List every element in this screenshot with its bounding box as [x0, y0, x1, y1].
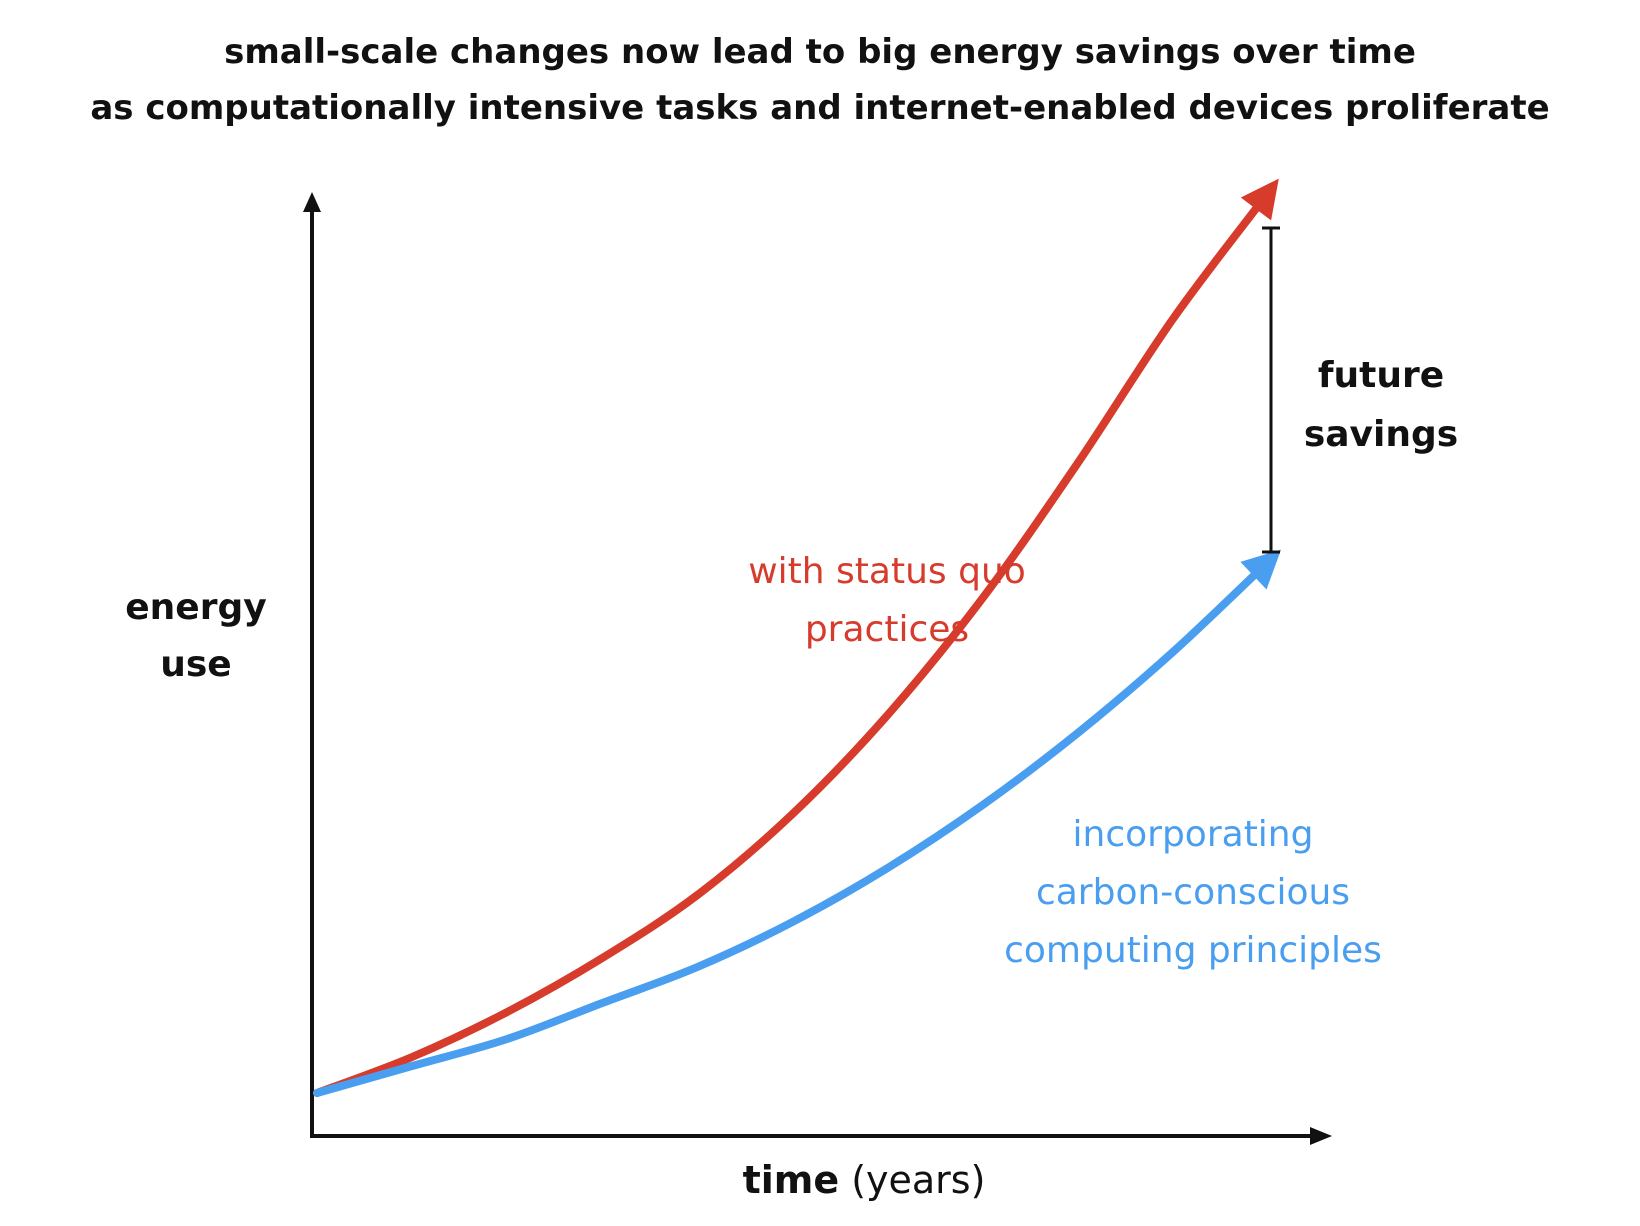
savings-label-line-1: future [1318, 355, 1444, 396]
chart-title-line-1: small-scale changes now lead to big ener… [224, 32, 1416, 72]
series-arrowhead-0 [1240, 178, 1279, 221]
x-axis-label-strong: time [743, 1158, 840, 1202]
x-axis-label-units: (years) [839, 1158, 985, 1202]
series-label-0-line-0: with status quo [748, 551, 1026, 592]
y-axis-label-line-2: use [160, 644, 231, 685]
y-axis-arrowhead [303, 192, 321, 212]
y-axis-label-line-1: energy [125, 587, 266, 628]
series-label-1-line-0: incorporating [1073, 814, 1314, 855]
series-label-1-line-1: carbon-conscious [1036, 872, 1350, 913]
chart-title-line-2: as computationally intensive tasks and i… [90, 88, 1550, 128]
series-label-1-line-2: computing principles [1004, 930, 1382, 971]
series-arrowhead-1 [1240, 549, 1282, 590]
savings-label-line-2: savings [1304, 414, 1458, 455]
series-line-0 [313, 189, 1272, 1097]
series-layer: with status quo practices incorporating car… [313, 178, 1382, 1097]
savings-label: future savings [1304, 355, 1458, 455]
series-line-1 [313, 558, 1272, 1097]
savings-bracket [1262, 226, 1280, 554]
x-axis-label: time (years) [743, 1158, 986, 1202]
y-axis-label: energy use [125, 587, 266, 685]
series-label-0-line-1: practices [805, 609, 969, 650]
x-axis-arrowhead [1310, 1127, 1332, 1145]
